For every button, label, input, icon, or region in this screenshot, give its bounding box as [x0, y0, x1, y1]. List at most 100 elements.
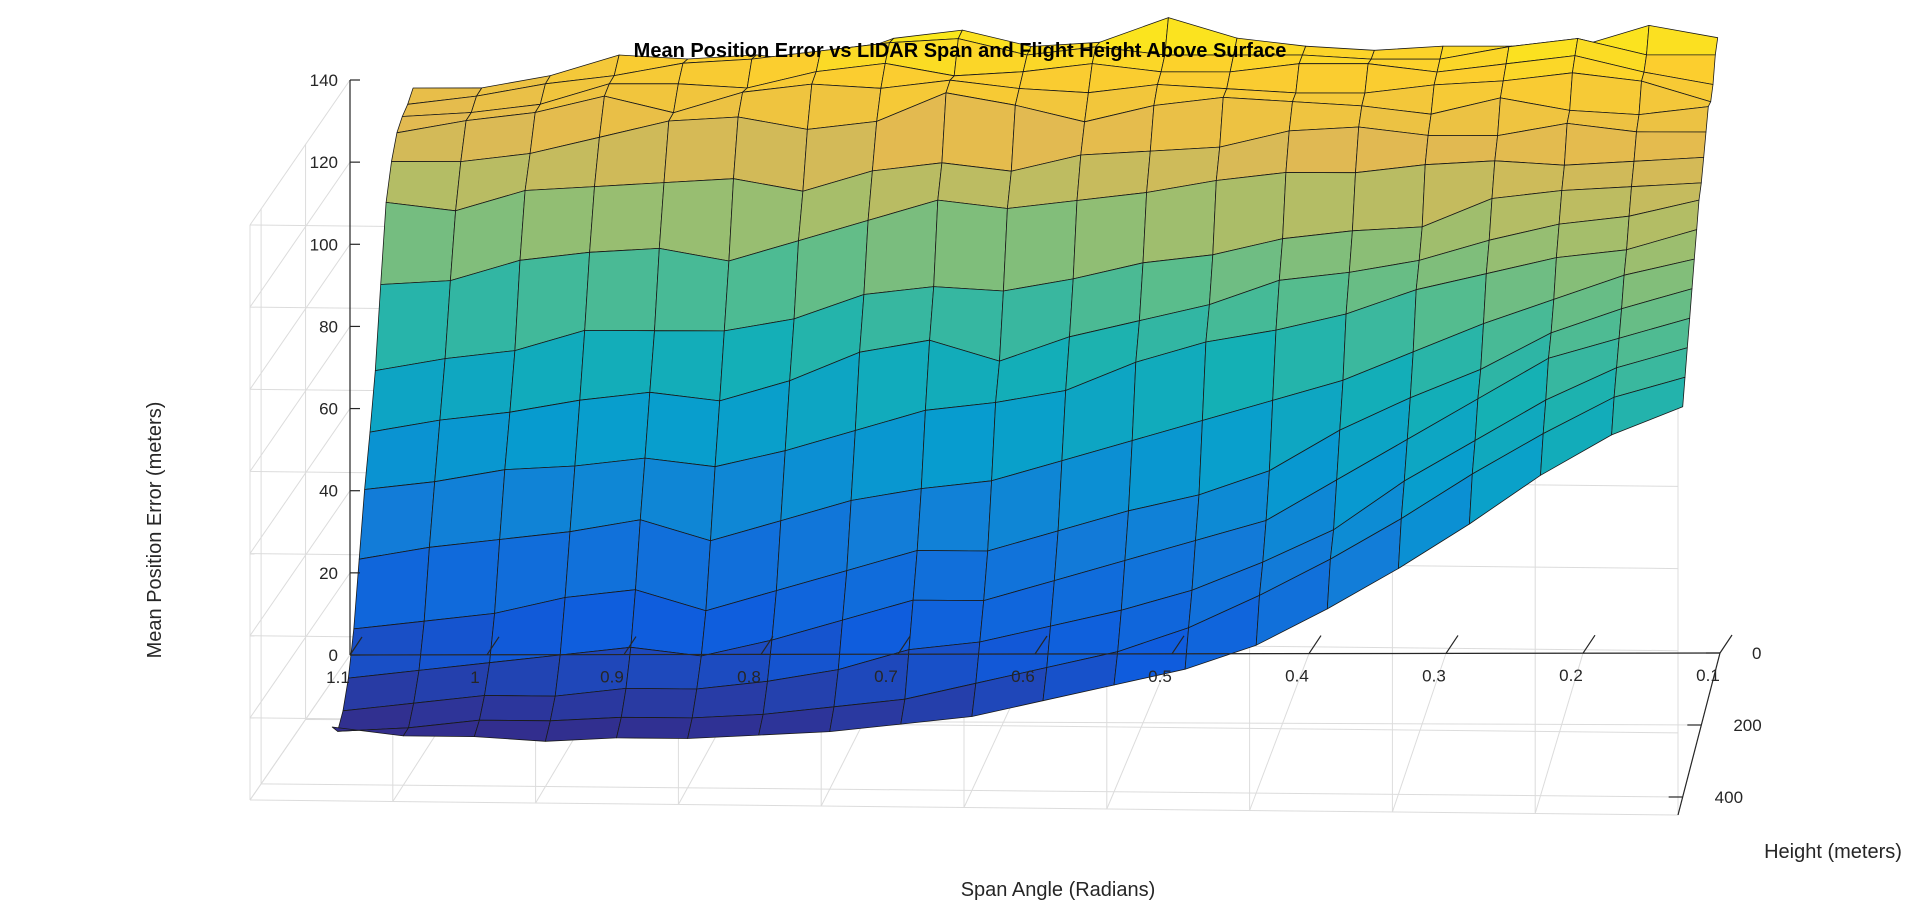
z-tick-label: 0: [329, 646, 338, 665]
surface-facet: [559, 589, 636, 656]
x-tick-label: 0.3: [1422, 666, 1446, 685]
surface-facet: [941, 92, 1016, 172]
surface-facet: [1003, 200, 1078, 292]
z-tick-label: 20: [319, 564, 338, 583]
surface-facet: [620, 688, 698, 719]
x-tick: [760, 636, 774, 655]
surface-facet: [423, 539, 501, 622]
z-tick-label: 140: [310, 71, 338, 90]
surface-facet: [473, 719, 551, 742]
surface-facet: [1561, 160, 1635, 191]
x-tick-label: 0.5: [1148, 667, 1172, 686]
x-tick: [486, 636, 500, 656]
y-tick-label: 0: [1752, 644, 1761, 663]
grid-line-side-z: [249, 572, 351, 719]
x-axis-label: Span Angle (Radians): [961, 879, 1156, 901]
surface-facet: [912, 550, 989, 601]
grid-line-side-z: [249, 326, 351, 472]
surface-facet: [1149, 97, 1224, 152]
surface-facet: [1288, 101, 1363, 132]
surface-facet: [579, 329, 655, 401]
x-tick: [349, 636, 363, 656]
x-tick-label: 1.1: [326, 668, 350, 687]
surface-facet: [439, 350, 516, 421]
surface-facet: [358, 481, 436, 560]
surface-facet: [616, 716, 693, 739]
x-tick: [1034, 635, 1048, 655]
surface-facet: [1631, 156, 1705, 188]
surface-facet: [589, 182, 665, 253]
surface-facet: [428, 469, 506, 548]
surface-facet: [380, 201, 457, 285]
x-tick-label: 0.2: [1559, 666, 1583, 685]
surface-layer: [331, 17, 1719, 742]
surface-facet: [374, 280, 451, 372]
x-tick: [1445, 635, 1459, 654]
surface-facet: [658, 178, 734, 262]
grid-line-side-z: [249, 161, 351, 308]
z-tick-label: 120: [310, 153, 338, 172]
x-tick: [1308, 635, 1322, 654]
x-tick-label: 0.1: [1696, 666, 1720, 685]
surface-facet: [916, 480, 992, 552]
grid-line-side-z: [249, 79, 351, 226]
surface-facet: [687, 714, 764, 739]
x-tick: [623, 636, 637, 655]
y-tick-label: 200: [1733, 716, 1761, 735]
x-tick: [1582, 634, 1596, 654]
surface-facet: [418, 613, 496, 671]
z-tick-label: 100: [310, 235, 338, 254]
grid-line-floor-x: [1534, 653, 1584, 814]
x-tick-label: 0.4: [1285, 667, 1309, 686]
surface-facet: [1611, 376, 1686, 436]
surface-facet: [519, 186, 595, 261]
x-tick-label: 0.7: [874, 667, 898, 686]
chart-title: Mean Position Error vs LIDAR Span and Fl…: [633, 40, 1287, 62]
y-axis-line: [1677, 652, 1721, 816]
grid-line-floor-x: [1391, 653, 1447, 813]
surface-facet: [545, 716, 622, 742]
grid-line-floor-x: [1106, 653, 1173, 810]
surface-facet: [933, 199, 1008, 292]
surface-facet: [733, 116, 808, 192]
surface-facet: [478, 695, 556, 722]
surface-facet: [574, 391, 651, 467]
surface-facet: [654, 247, 730, 332]
z-tick-label: 80: [319, 317, 338, 336]
surface-facet: [1142, 180, 1217, 264]
surface-facet: [908, 599, 985, 650]
axes-layer: 0 20 40 60 80 100 120 140 1.1 1 0.9 0.8 0.7 0.6 0.5 0.4…: [310, 71, 1762, 816]
label-layer: Span Angle (Radians) Height (meters) Mea…: [144, 402, 1902, 901]
surface-facet: [644, 391, 721, 468]
y-axis-label: Height (meters): [1764, 841, 1902, 863]
surface-facet: [920, 402, 996, 490]
y-tick-label: 400: [1715, 788, 1743, 807]
surface-facet: [1285, 126, 1360, 174]
surface-facet: [564, 519, 641, 598]
x-tick: [1171, 635, 1185, 655]
surface-facet: [1278, 230, 1353, 281]
z-tick-label: 40: [319, 482, 338, 501]
x-tick: [897, 635, 911, 655]
grid-line-side-z: [249, 490, 351, 636]
surface-facet: [649, 330, 725, 402]
grid-line-floor-x: [249, 654, 351, 801]
surface-facet: [499, 465, 576, 540]
grid-line-side-z: [249, 244, 351, 390]
surface-facet: [1295, 63, 1369, 94]
surface-facet: [1282, 172, 1356, 240]
grid-line-floor-y: [261, 783, 1683, 798]
surface-facet: [663, 116, 739, 184]
x-tick-label: 0.6: [1011, 667, 1035, 686]
x-tick: [1719, 634, 1733, 654]
surface-facet: [677, 58, 753, 89]
x-tick-label: 0.8: [737, 667, 761, 686]
z-tick-label: 60: [319, 400, 338, 419]
surface-facet: [1424, 134, 1498, 166]
surface-facet: [1633, 131, 1707, 162]
grid-line-floor-x: [1249, 653, 1310, 811]
grid-line-side-z: [249, 408, 351, 554]
surface-facet: [1352, 164, 1426, 232]
